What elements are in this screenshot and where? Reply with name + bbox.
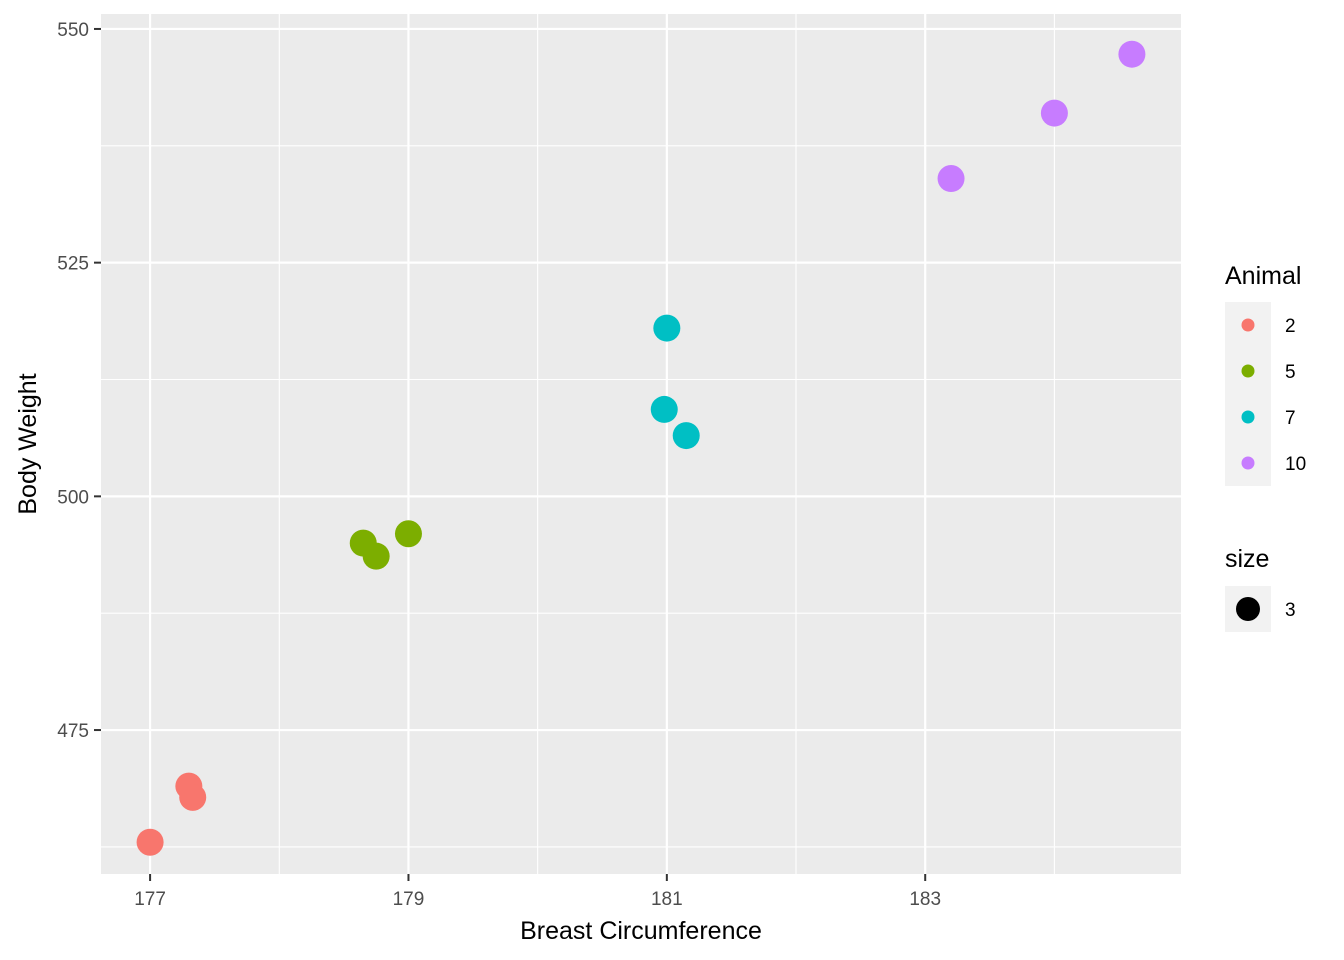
- legend-key-7: [1241, 410, 1255, 424]
- y-axis-title: Body Weight: [14, 373, 42, 514]
- legend-color-items: 2 5 7 10: [1241, 316, 1306, 475]
- y-tick-label: 525: [57, 254, 89, 275]
- axes: 177 179 181 183 475 500 525 550: [57, 20, 941, 910]
- data-point-animal-2: [136, 828, 164, 856]
- y-tick-label: 475: [57, 721, 89, 742]
- data-point-animal-7: [672, 422, 700, 450]
- legend-size-key: [1236, 597, 1260, 621]
- data-point-animal-10: [1118, 40, 1146, 68]
- x-axis-title: Breast Circumference: [520, 917, 762, 945]
- data-point-animal-10: [937, 165, 965, 193]
- legend-color-title: Animal: [1225, 262, 1301, 290]
- legend-label-2: 2: [1285, 316, 1296, 337]
- data-points: [136, 40, 1146, 856]
- legend-color-keys-bg: [1225, 302, 1271, 486]
- y-tick-label: 500: [57, 487, 89, 508]
- grid-major: [101, 14, 1181, 874]
- data-point-animal-5: [362, 542, 390, 570]
- y-tick-label: 550: [57, 20, 89, 41]
- data-point-animal-7: [650, 395, 678, 423]
- data-point-animal-7: [653, 314, 681, 342]
- legend-label-10: 10: [1285, 454, 1306, 475]
- legend-key-5: [1241, 364, 1255, 378]
- legend: Animal 2 5 7 10 size 3: [1225, 262, 1306, 632]
- x-tick-label: 179: [393, 889, 425, 910]
- legend-key-2: [1241, 318, 1255, 332]
- x-tick-label: 181: [651, 889, 683, 910]
- data-point-animal-5: [394, 520, 422, 548]
- data-point-animal-10: [1040, 99, 1068, 127]
- legend-label-7: 7: [1285, 408, 1296, 429]
- data-point-animal-2: [179, 783, 207, 811]
- legend-size-title: size: [1225, 545, 1269, 573]
- legend-size-label: 3: [1285, 600, 1296, 621]
- grid-minor: [101, 14, 1181, 874]
- x-tick-label: 183: [909, 889, 941, 910]
- legend-label-5: 5: [1285, 362, 1296, 383]
- plot-panel: [101, 14, 1181, 874]
- legend-key-10: [1241, 456, 1255, 470]
- x-tick-label: 177: [134, 889, 166, 910]
